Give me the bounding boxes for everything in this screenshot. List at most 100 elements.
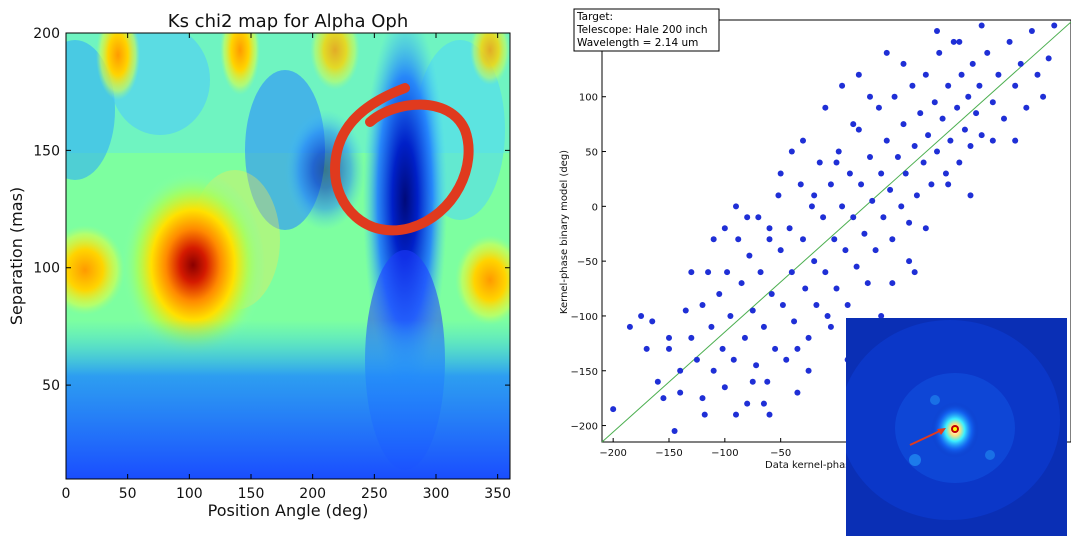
scatter-point (954, 104, 961, 111)
scatter-point (855, 71, 862, 78)
scatter-point (872, 247, 879, 254)
scatter-point (1017, 60, 1024, 67)
scatter-point (867, 154, 873, 161)
scatter-y-tick-label: −50 (577, 257, 598, 268)
scatter-point (705, 269, 712, 276)
scatter-point (760, 400, 767, 407)
scatter-point (654, 378, 661, 385)
scatter-x-ticks: −200 −150 −100 −50 (599, 438, 791, 459)
scatter-point (764, 378, 771, 385)
scatter-point (922, 225, 929, 232)
scatter-point (1001, 115, 1007, 122)
scatter-point (1023, 104, 1030, 111)
scatter-point (643, 345, 650, 352)
heatmap-x-tick-label: 100 (176, 486, 203, 502)
scatter-point (760, 323, 767, 330)
scatter-point (699, 395, 706, 402)
heatmap-y-ticks: 50 100 150 200 (33, 26, 510, 394)
scatter-point (1051, 22, 1058, 29)
scatter-point (906, 219, 913, 226)
scatter-point (1034, 71, 1041, 78)
scatter-point (786, 225, 793, 232)
scatter-point (666, 334, 672, 341)
scatter-point (945, 181, 952, 188)
scatter-point (811, 258, 818, 265)
info-line-telescope: Telescope: Hale 200 inch (576, 24, 708, 36)
info-line-target: Target: (576, 11, 613, 23)
scatter-point (958, 71, 965, 78)
scatter-point (920, 159, 927, 166)
scatter-point (900, 60, 907, 67)
scatter-point (735, 236, 742, 243)
scatter-point (794, 345, 801, 352)
scatter-point (853, 263, 860, 270)
scatter-point (820, 214, 827, 221)
scatter-point (875, 104, 882, 111)
scatter-point (805, 367, 812, 374)
scatter-point (649, 318, 656, 325)
heatmap-y-label: Separation (mas) (7, 187, 26, 325)
scatter-point (978, 132, 985, 139)
scatter-point (861, 230, 868, 237)
heatmap-x-tick-label: 250 (361, 486, 388, 502)
scatter-point (844, 301, 851, 308)
heatmap-x-tick-label: 350 (484, 486, 511, 502)
scatter-point (744, 214, 751, 221)
heatmap-x-tick-label: 300 (423, 486, 450, 502)
scatter-point (928, 181, 935, 188)
scatter-point (749, 378, 756, 385)
scatter-point (677, 389, 684, 396)
scatter-point (716, 291, 723, 298)
scatter-point (808, 203, 815, 210)
scatter-point (947, 137, 954, 144)
scatter-point (842, 247, 849, 254)
scatter-point (913, 192, 920, 199)
scatter-point (779, 301, 786, 308)
scatter-point (753, 362, 760, 369)
scatter-point (757, 269, 764, 276)
scatter-point (766, 236, 773, 243)
scatter-point (939, 115, 946, 122)
heatmap-x-tick-label: 50 (119, 486, 137, 502)
info-line-wavelength: Wavelength = 2.14 um (577, 37, 698, 49)
scatter-y-tick-label: −200 (571, 422, 598, 433)
scatter-y-tick-label: 50 (585, 148, 598, 159)
scatter-point (816, 159, 823, 166)
scatter-point (744, 400, 751, 407)
scatter-point (911, 269, 918, 276)
scatter-point (956, 159, 963, 166)
scatter-point (889, 280, 896, 287)
scatter-point (766, 411, 773, 418)
scatter-point (833, 159, 840, 166)
scatter-point (1040, 93, 1047, 100)
scatter-point (969, 60, 976, 67)
scatter-point (850, 214, 857, 221)
scatter-point (710, 236, 717, 243)
scatter-point (733, 411, 739, 418)
scatter-point (699, 301, 706, 308)
scatter-point (626, 323, 633, 330)
scatter-point (989, 99, 996, 106)
heatmap-x-tick-label: 150 (238, 486, 265, 502)
scatter-point (984, 49, 991, 56)
scatter-point (741, 334, 748, 341)
heatmap-title: Ks chi2 map for Alpha Oph (168, 11, 408, 32)
scatter-point (724, 269, 731, 276)
scatter-y-tick-label: −100 (571, 312, 598, 323)
scatter-point (995, 71, 1002, 78)
scatter-point (777, 170, 784, 177)
scatter-point (922, 71, 929, 78)
scatter-point (638, 312, 645, 319)
scatter-y-ticks: 150100500−50−100−150−200 (571, 38, 606, 433)
scatter-point (805, 334, 812, 341)
scatter-point (858, 181, 865, 188)
scatter-point (934, 27, 940, 34)
scatter-point (867, 93, 873, 100)
scatter-point (802, 285, 809, 292)
scatter-point (800, 236, 806, 243)
heatmap-x-tick-label: 0 (62, 486, 71, 502)
scatter-point (909, 82, 916, 89)
scatter-point (878, 170, 885, 177)
heatmap-x-label: Position Angle (deg) (208, 501, 369, 520)
scatter-y-tick-label: 0 (592, 202, 598, 213)
